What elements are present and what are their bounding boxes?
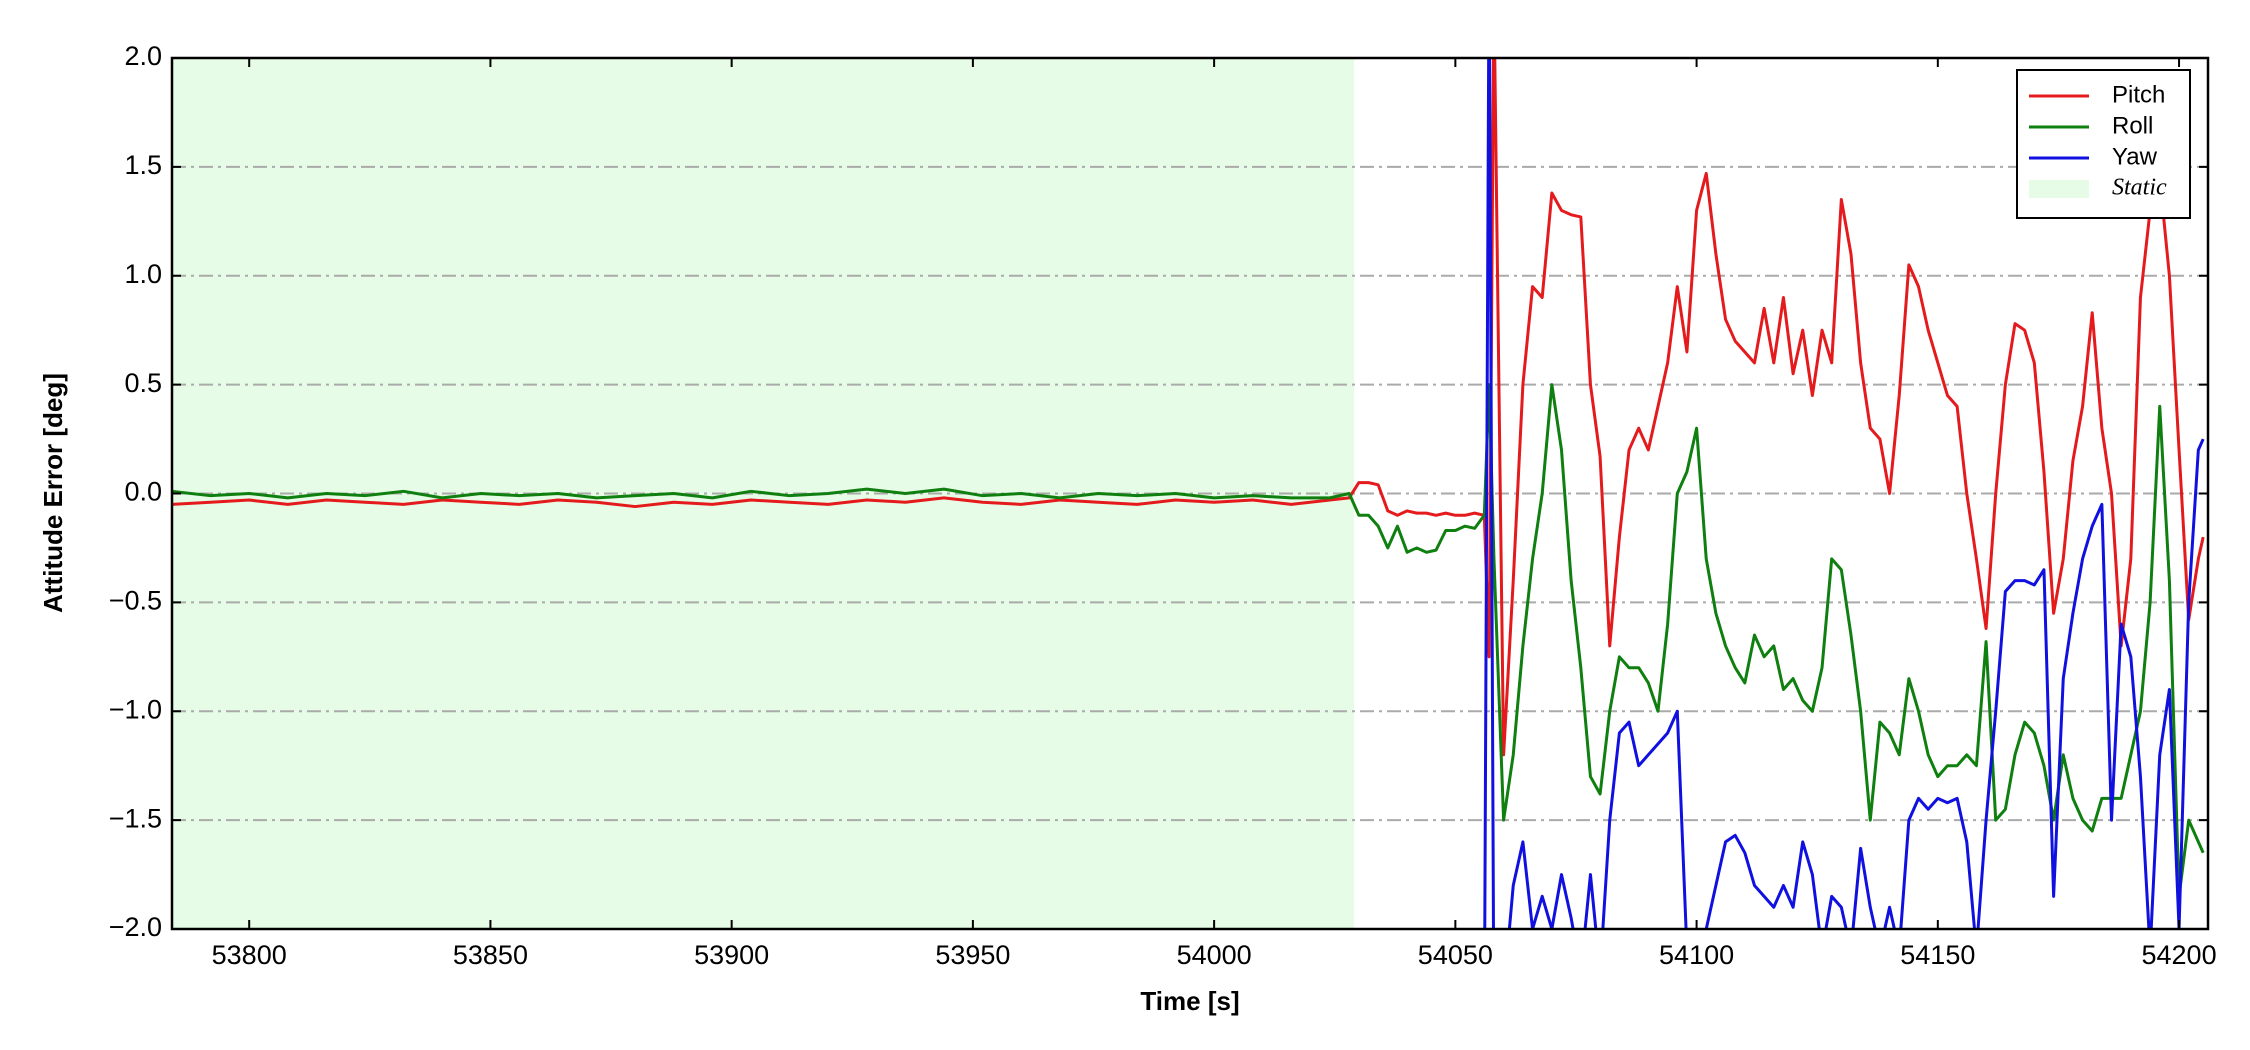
series-line	[172, 383, 2205, 898]
legend: Pitch Roll Yaw Static	[2016, 69, 2191, 219]
x-tick-label: 54000	[1177, 940, 1252, 970]
legend-label: Yaw	[2112, 143, 2158, 170]
y-tick-label: 0.0	[124, 477, 162, 507]
y-tick-label: 1.5	[124, 150, 162, 180]
y-tick-label: 2.0	[124, 41, 162, 71]
y-tick-label: −2.0	[109, 912, 162, 942]
x-tick-label: 54200	[2142, 940, 2217, 970]
y-tick-label: 1.0	[124, 259, 162, 289]
series-line	[172, 58, 2205, 757]
x-axis-label: Time [s]	[1140, 986, 1239, 1016]
x-tick-label: 54100	[1659, 940, 1734, 970]
legend-label: Static	[2112, 175, 2167, 201]
y-tick-label: −1.0	[109, 694, 162, 724]
x-tick-label: 53800	[212, 940, 287, 970]
legend-swatch	[2029, 180, 2089, 198]
legend-label: Pitch	[2112, 81, 2165, 108]
y-tick-label: 0.5	[124, 368, 162, 398]
legend-label: Roll	[2112, 112, 2153, 139]
x-tick-label: 54150	[1900, 940, 1975, 970]
y-axis-label: Attitude Error [deg]	[38, 373, 68, 613]
lines-layer	[172, 58, 2205, 929]
y-tick-label: −1.5	[109, 803, 162, 833]
ticks-layer: −2.0 −1.5 −1.0 −0.5 0.0 0.5 1.0 1.5 2.0 53800 5385…	[109, 41, 2217, 970]
x-tick-label: 53950	[935, 940, 1010, 970]
x-tick-label: 53850	[453, 940, 528, 970]
x-tick-label: 53900	[694, 940, 769, 970]
x-tick-label: 54050	[1418, 940, 1493, 970]
y-tick-label: −0.5	[109, 586, 162, 616]
series-line	[1483, 58, 2205, 929]
